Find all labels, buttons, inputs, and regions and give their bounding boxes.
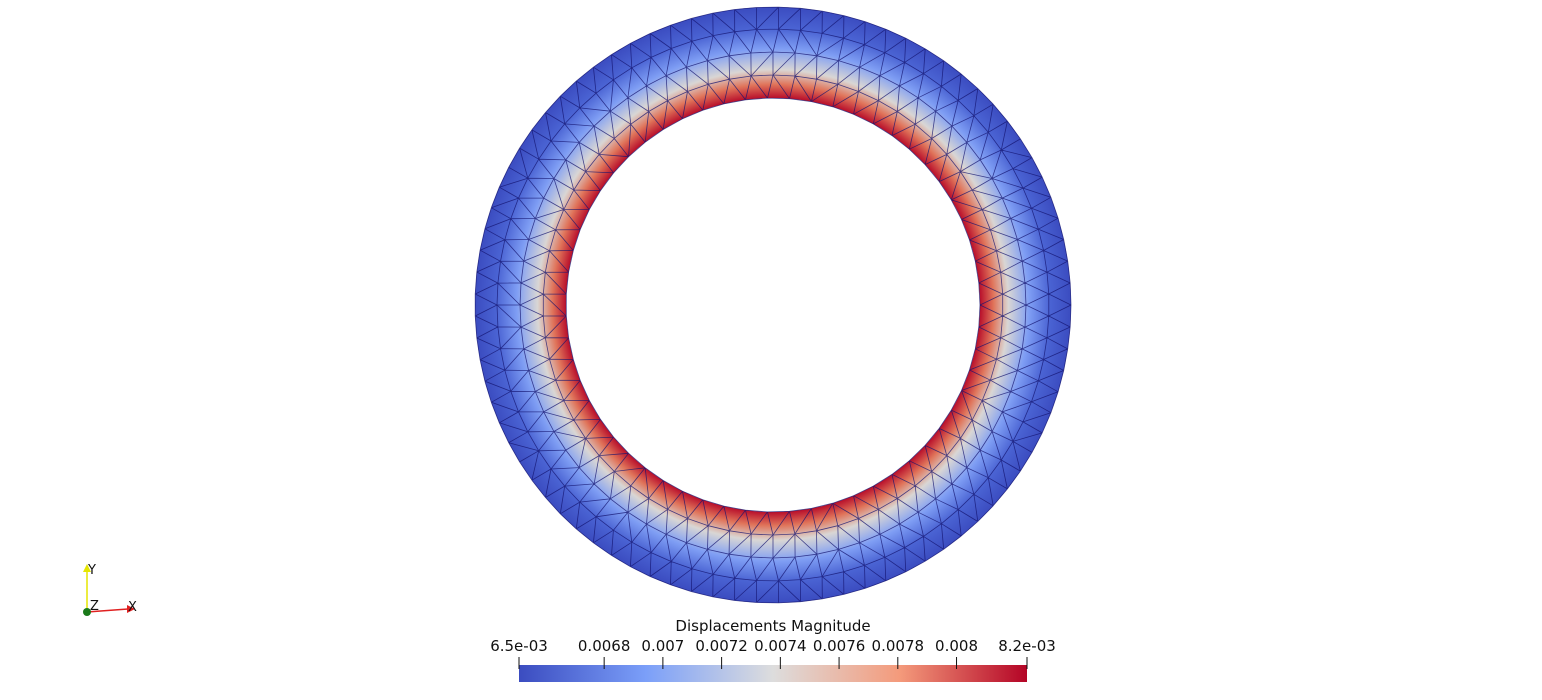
orientation-axes: Y X Z <box>83 563 137 616</box>
colorbar-title: Displacements Magnitude <box>675 617 870 635</box>
z-axis-label: Z <box>90 599 99 614</box>
colorbar-tick-label: 0.008 <box>935 637 978 655</box>
x-arrow <box>127 605 135 613</box>
z-axis <box>83 608 91 616</box>
color-legend: Displacements Magnitude 6.5e-03 8.2e-03 0.… <box>490 617 1056 682</box>
colorbar-range-label: 6.5e-03 <box>490 637 548 655</box>
y-axis-label: Y <box>87 563 96 578</box>
mesh-edges <box>474 6 1072 604</box>
x-axis-label: X <box>128 600 137 615</box>
colorbar-tick-label: 0.0074 <box>754 637 807 655</box>
colorbar-tick-label: 0.0068 <box>578 637 631 655</box>
ring-surface <box>475 7 1071 603</box>
mesh-wireframe <box>474 6 1072 604</box>
colorbar-tick-label: 0.0078 <box>872 637 925 655</box>
colorbar-range-label: 8.2e-03 <box>998 637 1056 655</box>
x-axis <box>86 608 129 613</box>
colorbar-tick-label: 0.0072 <box>695 637 748 655</box>
colorbar <box>519 665 1027 682</box>
y-arrow <box>83 564 91 572</box>
colorbar-tick-label: 0.0076 <box>813 637 866 655</box>
colorbar-tick-label: 0.007 <box>641 637 684 655</box>
